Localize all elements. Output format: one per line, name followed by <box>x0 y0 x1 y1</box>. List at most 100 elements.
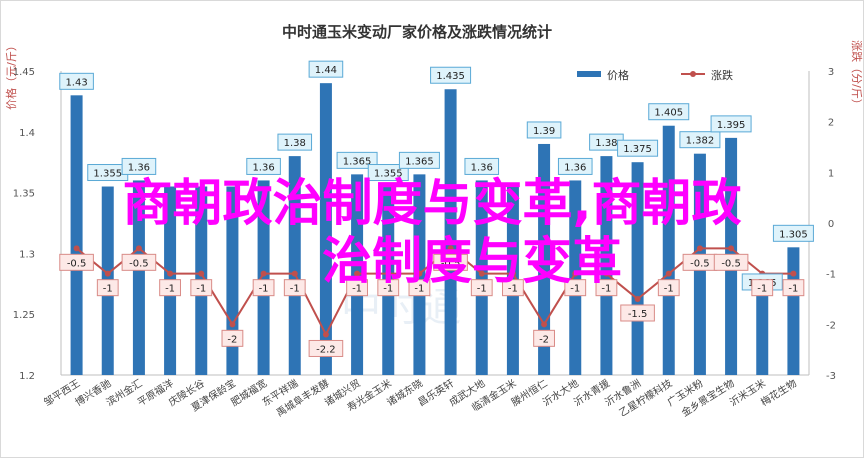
bar-value-label-group: 1.382 <box>679 131 721 149</box>
change-value-label: -1 <box>290 284 300 295</box>
y-tick-label: 1.3 <box>19 249 35 260</box>
bar <box>288 156 301 375</box>
change-value-label-box <box>346 279 368 297</box>
change-value-label-group: -0.5 <box>433 253 468 271</box>
change-value-label-box <box>533 329 555 347</box>
bar-value-label-box <box>710 115 752 133</box>
bar-value-label: 1.305 <box>779 229 808 240</box>
bar <box>538 143 551 375</box>
bar-value-label-box <box>557 157 593 175</box>
change-value-label: -0.5 <box>67 258 87 269</box>
change-value-label: -1 <box>414 284 424 295</box>
bar <box>444 89 457 376</box>
y2-tick-label: -3 <box>826 371 836 382</box>
bar-value-label-group: 1.36 <box>121 157 157 175</box>
bar-value-label: 1.382 <box>686 136 715 147</box>
bar-value-label-group: 1.405 <box>648 103 690 121</box>
change-value-label-box <box>190 279 213 297</box>
change-value-label-box <box>121 253 157 271</box>
change-value-label-group: -0.5 <box>713 253 749 271</box>
bar-value-label-group: 1.36 <box>246 157 281 175</box>
bar-value-label-group: 1.395 <box>710 115 752 133</box>
change-point <box>291 270 298 277</box>
change-value-label: -0.5 <box>690 258 710 269</box>
y2-tick-label: 3 <box>828 67 834 78</box>
bar-value-label-box <box>617 139 659 157</box>
y2-axis-label: 涨跌（分/斤） <box>850 40 863 110</box>
change-value-label-group: -1 <box>595 279 618 297</box>
bar-value-label-box <box>367 164 409 182</box>
change-value-label-box <box>221 329 244 347</box>
change-point <box>73 245 80 252</box>
legend-bar-label: 价格 <box>607 68 629 82</box>
change-value-label-box <box>252 279 275 297</box>
bar <box>475 180 488 375</box>
change-value-label: -0.5 <box>441 258 461 269</box>
change-value-label: -1 <box>664 284 674 295</box>
change-value-label-box <box>595 279 618 297</box>
bars <box>70 83 800 376</box>
change-value-label-group: -1 <box>751 279 774 297</box>
bar-value-label: 1.405 <box>654 108 683 119</box>
change-value-label: -1 <box>196 284 206 295</box>
change-value-label: -1 <box>165 284 175 295</box>
change-value-label-box <box>96 279 119 297</box>
bar-value-label: 1.38 <box>284 138 306 149</box>
legend-line-label: 涨跌 <box>711 68 733 82</box>
bar-value-label-group: 1.305 <box>772 224 814 242</box>
change-point <box>572 270 579 277</box>
change-value-label-box <box>657 279 680 297</box>
y-axis-label: 价格（元/斤） <box>4 40 18 110</box>
y-tick-label: 1.4 <box>19 128 35 139</box>
change-value-label-group: -2 <box>221 329 244 347</box>
change-value-label-group: -1 <box>564 279 587 297</box>
bar-value-label-box <box>308 60 344 78</box>
change-point <box>260 270 267 277</box>
change-value-label-box <box>782 279 805 297</box>
change-value-label-box <box>751 279 774 297</box>
change-value-label: -2.2 <box>316 344 336 355</box>
change-value-label: -0.5 <box>129 258 149 269</box>
change-value-label: -1 <box>601 284 611 295</box>
y2-tick-label: 2 <box>828 118 834 129</box>
bar-value-label: 1.39 <box>533 126 555 137</box>
change-value-label-group: -2.2 <box>308 339 344 357</box>
bar-value-label-box <box>772 224 814 242</box>
change-value-label: -1 <box>508 284 518 295</box>
bar <box>257 180 270 375</box>
bar <box>70 95 83 375</box>
change-value-label: -2 <box>539 334 549 345</box>
bar-value-label: 1.36 <box>471 162 493 173</box>
change-value-label: -2 <box>227 334 237 345</box>
change-point <box>634 296 641 302</box>
bar-value-label: 1.43 <box>65 77 87 88</box>
bar-value-label-group: 1.36 <box>464 157 500 175</box>
y2-tick-label: 0 <box>828 219 834 230</box>
change-value-label-box <box>713 253 749 271</box>
bar-value-label-box <box>648 103 690 121</box>
change-point <box>416 270 423 277</box>
change-value-label-group: -1 <box>159 279 181 297</box>
bar-value-label-group: 1.435 <box>430 66 472 84</box>
change-value-label: -1 <box>383 284 393 295</box>
y2-tick-label: -1 <box>826 270 836 281</box>
bar-value-label-box <box>246 157 281 175</box>
bar-value-label-group: 1.365 <box>398 151 440 169</box>
change-value-label: -1 <box>103 284 113 295</box>
change-value-label: -1.5 <box>628 309 648 320</box>
bar-value-label-box <box>679 131 721 149</box>
bar <box>569 180 582 375</box>
legend-line-marker <box>690 71 696 77</box>
bar-value-label-box <box>464 157 500 175</box>
change-value-label-group: -1 <box>190 279 213 297</box>
y2-tick-label: 1 <box>828 168 834 179</box>
change-value-label-box <box>470 279 493 297</box>
change-point <box>322 331 329 338</box>
change-point <box>478 270 485 277</box>
bar-value-label: 1.44 <box>315 65 337 76</box>
change-point <box>541 321 548 328</box>
legend-bar-swatch <box>577 71 601 77</box>
bar <box>662 125 675 375</box>
bar-value-label-group: 1.355 <box>367 164 409 182</box>
